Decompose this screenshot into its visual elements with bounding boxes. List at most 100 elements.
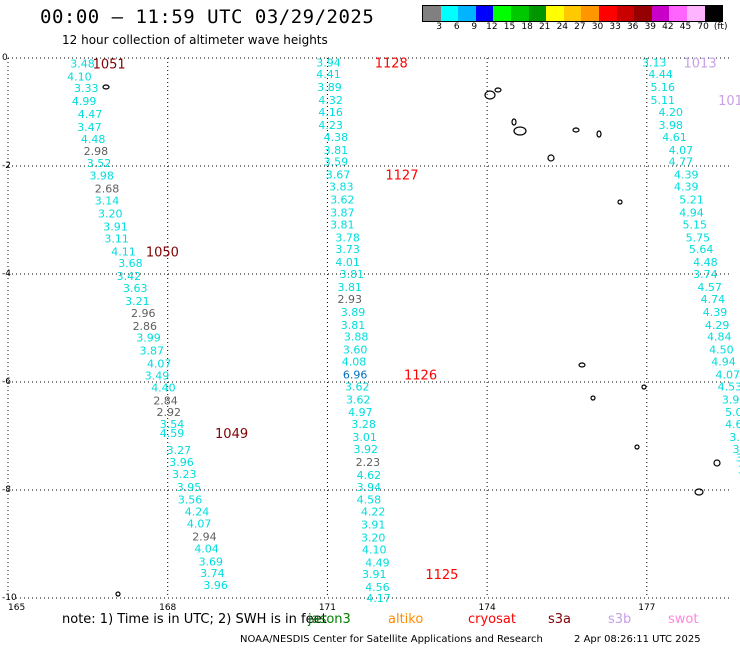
scale-swatch: [581, 6, 599, 21]
wave-height-value: 3.21: [125, 295, 150, 308]
scale-swatch: [440, 6, 459, 21]
wave-height-value: 5.11: [651, 94, 676, 107]
wave-height-value: 3.92: [353, 443, 378, 456]
wave-height-value: 3.87: [330, 206, 355, 219]
footer-credit: NOAA/NESDIS Center for Satellite Applica…: [240, 634, 729, 645]
wave-height-value: 3.14: [95, 195, 120, 208]
wave-height-value: 5.75: [686, 231, 711, 244]
island-outline: [494, 87, 502, 93]
island-outline: [713, 459, 721, 467]
wave-height-value: 4.39: [674, 169, 699, 182]
wave-height-value: 3.60: [343, 344, 368, 357]
pass-number-label: 1050: [146, 245, 179, 260]
scale-label: 30: [591, 22, 604, 32]
island-outline: [513, 126, 527, 136]
wave-height-value: 3.91: [362, 568, 387, 581]
satellite-legend-jason3: jason3: [308, 612, 351, 627]
scale-label: 24: [556, 22, 569, 32]
x-tick-label: 174: [479, 603, 496, 613]
scale-swatch: [669, 6, 687, 21]
wave-height-value: 3.86: [733, 443, 740, 456]
wave-height-value: 3.87: [139, 345, 164, 358]
satellite-legend-cryosat: cryosat: [468, 612, 516, 627]
wave-height-value: 4.04: [194, 542, 219, 555]
map-subtitle: 12 hour collection of altimeter wave hei…: [62, 33, 328, 47]
island-outline: [634, 444, 640, 450]
wave-height-value: 3.23: [172, 468, 197, 481]
wave-height-value: 3.91: [361, 519, 386, 532]
y-tick-label: -6: [2, 377, 11, 387]
wave-height-value: 3.81: [338, 281, 363, 294]
wave-height-value: 4.57: [697, 281, 722, 294]
wave-height-value: 4.59: [160, 427, 185, 440]
y-tick-label: -4: [2, 269, 11, 279]
wave-height-value: 3.20: [98, 208, 123, 221]
wave-height-value: 3.63: [123, 282, 148, 295]
wave-height-value: 3.48: [729, 431, 740, 444]
scale-label: 9: [471, 22, 478, 32]
island-outline: [590, 395, 596, 401]
island-outline: [596, 130, 602, 138]
scale-label: 18: [521, 22, 533, 32]
island-outline: [102, 84, 110, 90]
note-text: note: 1) Time is in UTC; 2) SWH is in fe…: [62, 612, 327, 627]
wave-height-value: 5.15: [682, 218, 707, 231]
scale-label: 27: [574, 22, 586, 32]
wave-height-value: 3.74: [200, 567, 225, 580]
wave-height-value: 3.81: [324, 144, 349, 157]
wave-height-value: 3.96: [169, 456, 194, 469]
wave-height-value: 5.01: [725, 406, 740, 419]
color-scale-bar: [422, 5, 724, 22]
island-outline: [641, 384, 647, 390]
y-tick-label: -10: [2, 593, 17, 603]
island-outline: [617, 199, 623, 205]
wave-height-value: 4.61: [662, 131, 687, 144]
wave-height-value: 3.42: [117, 270, 142, 283]
y-tick-label: -2: [2, 161, 11, 171]
wave-height-value: 3.81: [330, 218, 355, 231]
wave-height-value: 4.22: [361, 506, 386, 519]
wave-height-value: 3.81: [340, 268, 365, 281]
pass-number-label: 1013: [684, 56, 717, 71]
scale-swatch: [616, 6, 635, 21]
scale-label: 3: [436, 22, 442, 32]
wave-height-value: 3.68: [118, 257, 143, 270]
scale-label: 39: [644, 22, 657, 32]
scale-label: (ft): [713, 22, 728, 32]
scale-label: 6: [453, 22, 460, 32]
y-tick-label: -8: [2, 485, 11, 495]
scale-label: 15: [503, 22, 516, 32]
wave-height-value: 4.94: [679, 206, 704, 219]
scale-label: 33: [609, 22, 621, 32]
x-tick-label: 168: [159, 603, 176, 613]
pass-number-label: 1125: [425, 568, 458, 583]
wave-height-value: 4.10: [362, 543, 387, 556]
wave-height-value: 2.23: [356, 456, 381, 469]
wave-height-value: 4.07: [147, 358, 172, 371]
wave-height-value: 3.27: [167, 444, 192, 457]
wave-height-value: 4.20: [659, 106, 684, 119]
wave-height-value: 2.93: [338, 293, 363, 306]
wave-height-value: 3.95: [177, 481, 202, 494]
wave-height-value: 2.96: [131, 307, 156, 320]
wave-height-value: 3.62: [346, 393, 371, 406]
credit-text: NOAA/NESDIS Center for Satellite Applica…: [240, 634, 543, 645]
wave-height-value: 4.74: [701, 293, 726, 306]
wave-height-value: 3.74: [693, 268, 718, 281]
wave-height-value: 3.48: [70, 57, 95, 70]
wave-height-value: 3.52: [87, 157, 112, 170]
wave-height-value: 3.99: [136, 332, 161, 345]
wave-height-value: 4.84: [707, 331, 732, 344]
pass-number-label: 1049: [215, 427, 248, 442]
wave-height-value: 4.10: [67, 70, 92, 83]
wave-height-value: 3.89: [317, 81, 342, 94]
wave-height-value: 3.96: [722, 393, 740, 406]
wave-height-value: 3.59: [324, 156, 349, 169]
wave-height-value: 5.64: [689, 243, 714, 256]
scale-swatch: [704, 6, 723, 21]
wave-height-value: 5.16: [651, 81, 676, 94]
wave-height-value: 4.24: [185, 506, 210, 519]
scale-swatch: [510, 6, 529, 21]
wave-height-value: 4.39: [674, 181, 699, 194]
